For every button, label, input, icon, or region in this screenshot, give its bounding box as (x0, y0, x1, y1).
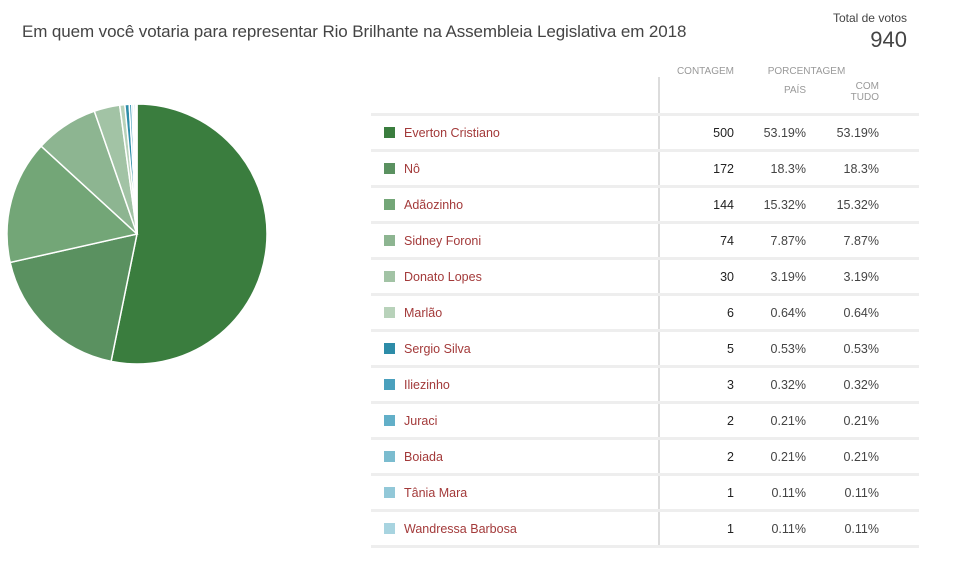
table-row: Tânia Mara 1 0.11% 0.11% (371, 473, 919, 511)
table-row: Wandressa Barbosa 1 0.11% 0.11% (371, 509, 919, 548)
legend-swatch (384, 522, 395, 534)
vote-count: 1 (661, 509, 734, 548)
candidate-name[interactable]: Donato Lopes (404, 269, 482, 284)
results-table: CONTAGEM PORCENTAGEM PAÍS COM TUDO Evert… (371, 66, 919, 548)
candidate-name[interactable]: Marlão (404, 305, 443, 320)
header-count: CONTAGEM (676, 66, 734, 77)
legend-swatch (384, 378, 395, 390)
legend-swatch (384, 162, 395, 174)
candidate-name[interactable]: Everton Cristiano (404, 125, 500, 140)
candidate-name[interactable]: Sidney Foroni (404, 233, 482, 248)
header-percentage: PORCENTAGEM (767, 66, 846, 77)
candidate-name[interactable]: Juraci (404, 413, 438, 428)
candidate-name[interactable]: Sergio Silva (404, 341, 471, 356)
vote-count: 2 (661, 401, 734, 439)
legend-swatch (384, 234, 395, 246)
percentage-all: 0.11% (806, 509, 879, 548)
pie-slice[interactable] (9, 233, 138, 363)
candidate-name[interactable]: Iliezinho (404, 377, 450, 392)
legend-swatch (384, 270, 395, 282)
vote-count: 30 (661, 257, 734, 295)
table-row: Sidney Foroni 74 7.87% 7.87% (371, 221, 919, 259)
percentage-all: 0.64% (806, 293, 879, 331)
percentage-all: 0.11% (806, 473, 879, 511)
vote-count: 1 (661, 473, 734, 511)
percentage-all: 0.53% (806, 329, 879, 367)
legend-swatch (384, 342, 395, 354)
percentage-country: 53.19% (734, 113, 806, 151)
table-row: Sergio Silva 5 0.53% 0.53% (371, 329, 919, 367)
table-row: Boiada 2 0.21% 0.21% (371, 437, 919, 475)
percentage-all: 0.32% (806, 365, 879, 403)
percentage-country: 0.32% (734, 365, 806, 403)
percentage-all: 53.19% (806, 113, 879, 151)
percentage-country: 15.32% (734, 185, 806, 223)
candidate-name[interactable]: Adãozinho (404, 197, 464, 212)
percentage-country: 0.21% (734, 437, 806, 475)
legend-swatch (384, 306, 395, 318)
vote-count: 500 (661, 113, 734, 151)
percentage-country: 7.87% (734, 221, 806, 259)
page-title: Em quem você votaria para representar Ri… (22, 22, 687, 41)
legend-swatch (384, 450, 395, 462)
table-row: Adãozinho 144 15.32% 15.32% (371, 185, 919, 223)
pie-slice[interactable] (110, 103, 268, 365)
table-row: Everton Cristiano 500 53.19% 53.19% (371, 113, 919, 151)
percentage-all: 15.32% (806, 185, 879, 223)
legend-swatch (384, 486, 395, 498)
percentage-country: 3.19% (734, 257, 806, 295)
pie-chart (6, 103, 268, 365)
candidate-name[interactable]: Boiada (404, 449, 443, 464)
vote-count: 74 (661, 221, 734, 259)
table-row: Marlão 6 0.64% 0.64% (371, 293, 919, 331)
percentage-all: 18.3% (806, 149, 879, 187)
pie-slice[interactable] (6, 145, 139, 264)
total-votes-label: Total de votos (832, 11, 907, 25)
percentage-country: 0.64% (734, 293, 806, 331)
candidate-name[interactable]: Nô (404, 161, 420, 176)
total-votes-value: 940 (870, 27, 907, 52)
percentage-country: 18.3% (734, 149, 806, 187)
percentage-all: 3.19% (806, 257, 879, 295)
legend-swatch (384, 198, 395, 210)
table-row: Donato Lopes 30 3.19% 3.19% (371, 257, 919, 295)
vote-count: 2 (661, 437, 734, 475)
vote-count: 5 (661, 329, 734, 367)
legend-swatch (384, 414, 395, 426)
pie-slice[interactable] (135, 103, 138, 235)
percentage-all: 0.21% (806, 401, 879, 439)
total-votes: Total de votos 940 (833, 11, 907, 53)
percentage-all: 0.21% (806, 437, 879, 475)
vote-count: 3 (661, 365, 734, 403)
percentage-country: 0.11% (734, 473, 806, 511)
percentage-country: 0.21% (734, 401, 806, 439)
candidate-name[interactable]: Tânia Mara (404, 485, 468, 500)
header-all: COM TUDO (850, 81, 879, 103)
vote-count: 172 (661, 149, 734, 187)
candidate-name[interactable]: Wandressa Barbosa (404, 521, 517, 536)
table-row: Nô 172 18.3% 18.3% (371, 149, 919, 187)
vote-count: 144 (661, 185, 734, 223)
legend-swatch (384, 126, 395, 138)
percentage-all: 7.87% (806, 221, 879, 259)
percentage-country: 0.53% (734, 329, 806, 367)
table-row: Juraci 2 0.21% 0.21% (371, 401, 919, 439)
vote-count: 6 (661, 293, 734, 331)
percentage-country: 0.11% (734, 509, 806, 548)
table-row: Iliezinho 3 0.32% 0.32% (371, 365, 919, 403)
header-country: PAÍS (783, 85, 806, 96)
